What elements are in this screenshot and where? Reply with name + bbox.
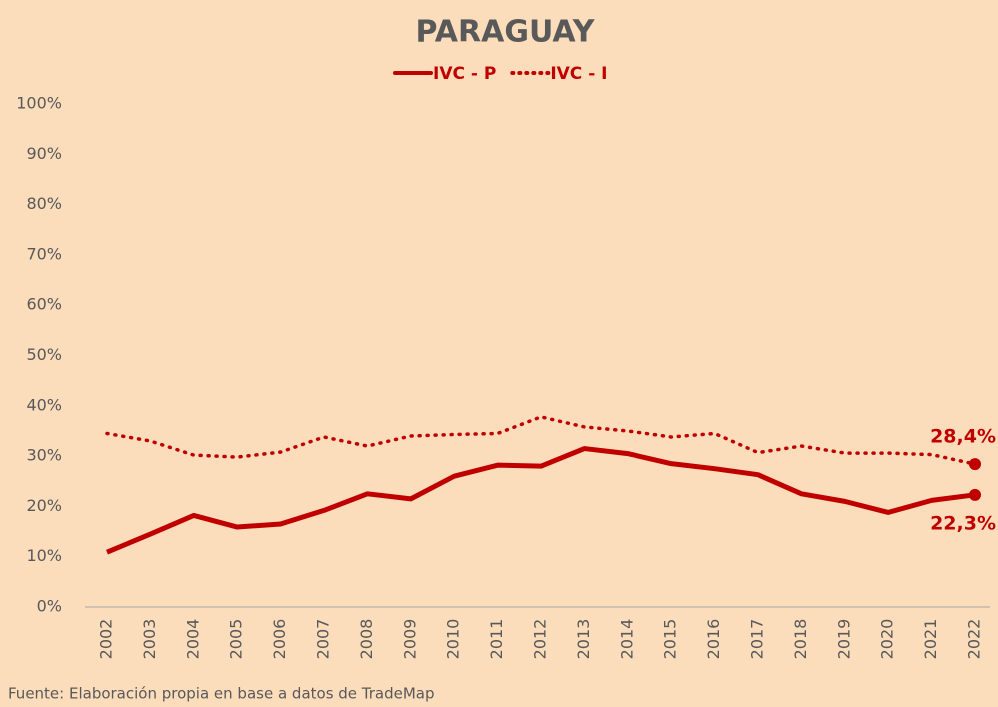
- x-tick-label: 2006: [270, 619, 289, 660]
- end-marker: [969, 458, 981, 471]
- series-line: [106, 446, 976, 555]
- y-tick-label: 70%: [26, 244, 62, 263]
- x-tick-label: 2019: [834, 619, 853, 660]
- end-marker: [969, 488, 981, 501]
- data-label: 22,3%: [930, 512, 996, 534]
- x-tick-label: 2022: [965, 619, 984, 660]
- x-tick-label: 2005: [227, 619, 246, 660]
- x-tick-label: 2020: [878, 619, 897, 660]
- x-tick-label: 2017: [748, 619, 767, 660]
- y-tick-label: 50%: [26, 345, 62, 364]
- y-tick-label: 10%: [26, 546, 62, 565]
- x-tick-label: 2021: [921, 619, 940, 660]
- x-tick-label: 2016: [704, 619, 723, 660]
- x-tick-label: 2002: [97, 619, 116, 660]
- source-note: Fuente: Elaboración propia en base a dat…: [8, 685, 435, 703]
- y-tick-label: 100%: [16, 94, 62, 113]
- legend-label: IVC - I: [550, 64, 607, 84]
- x-tick-label: 2012: [531, 619, 550, 660]
- x-tick-label: 2015: [661, 619, 680, 660]
- y-tick-label: 80%: [26, 194, 62, 213]
- y-tick-label: 0%: [37, 597, 62, 616]
- x-tick-label: 2004: [183, 619, 202, 660]
- y-tick-label: 20%: [26, 496, 62, 515]
- data-label: 28,4%: [930, 426, 996, 448]
- x-tick-label: 2011: [487, 619, 506, 660]
- x-tick-label: 2018: [791, 619, 810, 660]
- x-tick-label: 2013: [574, 619, 593, 660]
- y-tick-label: 90%: [26, 144, 62, 163]
- series-line: [105, 415, 977, 466]
- x-tick-label: 2014: [617, 619, 636, 660]
- x-tick-label: 2007: [314, 619, 333, 660]
- x-tick-label: 2003: [140, 619, 159, 660]
- legend-label: IVC - P: [433, 64, 496, 84]
- x-tick-label: 2008: [357, 619, 376, 660]
- chart-title: PARAGUAY: [416, 15, 596, 50]
- y-tick-label: 60%: [26, 295, 62, 314]
- x-tick-label: 2010: [444, 619, 463, 660]
- x-tick-label: 2009: [400, 619, 419, 660]
- y-tick-label: 40%: [26, 395, 62, 414]
- y-tick-label: 30%: [26, 446, 62, 465]
